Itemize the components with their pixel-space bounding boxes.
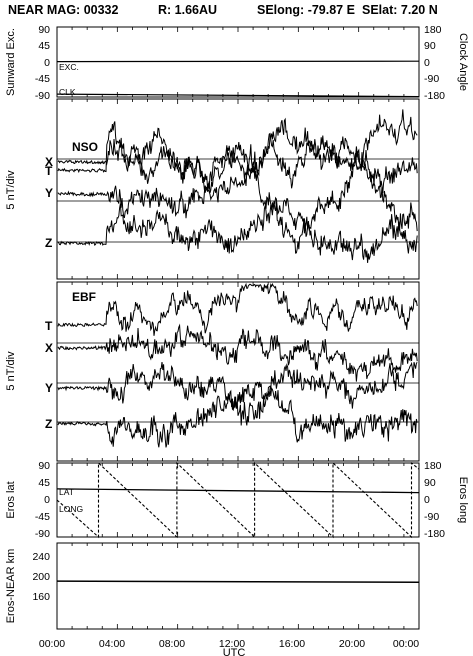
ebf-t-trace	[57, 282, 418, 336]
eros-near-range-line	[56, 580, 420, 584]
ebf-x-trace	[57, 323, 418, 382]
sunward-left-ticks: 90 45 0 -45 -90	[35, 24, 50, 102]
nso-baselines	[57, 158, 419, 243]
exc-trace-label: EXC.	[59, 62, 79, 72]
x-axis-tick-labels: 00:00 04:00 08:00 12:00 16:00 20:00 00:0…	[39, 638, 419, 650]
x-tick-label: 12:00	[219, 638, 245, 650]
sunward-right-tick: -90	[424, 73, 439, 85]
range-left-ticks: 240 200 160	[32, 551, 50, 603]
eros-right-tick: -180	[424, 528, 445, 540]
ebf-y-trace	[57, 361, 418, 412]
x-tick-label: 00:00	[393, 638, 419, 650]
sunward-right-tick: 0	[424, 57, 430, 69]
lat-trace-label: LAT	[59, 487, 74, 497]
nso-x-trace	[57, 117, 418, 193]
sunward-left-tick: -90	[35, 90, 50, 102]
eros-left-tick: -90	[35, 528, 50, 540]
x-axis-tick-marks	[56, 27, 420, 629]
nso-trace-label-z: Z	[45, 236, 52, 250]
ebf-traces	[57, 282, 418, 448]
sunward-left-label: Sunward Exc.	[5, 28, 17, 96]
x-tick-label: 00:00	[39, 638, 65, 650]
ebf-trace-label-x: X	[45, 341, 53, 355]
ebf-trace-label-y: Y	[45, 381, 53, 395]
x-tick-label: 16:00	[279, 638, 305, 650]
nso-z-trace	[57, 201, 418, 263]
ebf-z-trace	[57, 386, 418, 448]
x-axis-label: UTC	[223, 647, 246, 656]
eros-right-tick: 180	[424, 460, 442, 472]
eros-right-label: Eros long	[457, 477, 469, 523]
eros-left-tick: 45	[38, 477, 50, 489]
eros-right-tick: 90	[424, 477, 436, 489]
eros-right-tick: 0	[424, 494, 430, 506]
range-left-label: Eros-NEAR km	[5, 549, 17, 624]
header-selat: SElat: 7.20 N	[362, 3, 438, 17]
eros-right-ticks: 180 90 0 -90 -180	[424, 460, 445, 540]
ebf-ylabel: 5 nT/div	[5, 351, 17, 391]
x-tick-label: 20:00	[339, 638, 365, 650]
nso-y-trace	[57, 149, 418, 237]
long-trace-label: LONG	[59, 504, 83, 514]
sunward-right-tick: -180	[424, 90, 445, 102]
eros-left-tick: 90	[38, 460, 50, 472]
nso-traces	[57, 109, 418, 263]
ebf-baselines	[57, 342, 419, 423]
sunward-left-tick: 45	[38, 40, 50, 52]
ebf-trace-label-t: T	[45, 319, 53, 333]
range-left-tick: 160	[32, 591, 50, 603]
sunward-right-tick: 90	[424, 40, 436, 52]
eros-left-tick: -45	[35, 511, 50, 523]
ebf-trace-label-z: Z	[45, 417, 52, 431]
nso-trace-label-t: T	[45, 164, 53, 178]
clk-trace-label: CLK	[59, 87, 76, 97]
eros-panel-frame	[56, 462, 420, 538]
sunward-right-tick: 180	[424, 24, 442, 36]
nso-tag: NSO	[72, 140, 98, 154]
sunward-left-tick: 0	[44, 57, 50, 69]
header-title: NEAR MAG: 00332	[8, 3, 118, 17]
sunward-right-label: Clock Angle	[457, 33, 469, 91]
x-tick-label: 04:00	[99, 638, 125, 650]
eros-right-tick: -90	[424, 511, 439, 523]
sunward-right-ticks: 180 90 0 -90 -180	[424, 24, 445, 102]
range-panel-frame	[56, 542, 420, 630]
ebf-tag: EBF	[72, 290, 96, 304]
range-left-tick: 200	[32, 571, 50, 583]
range-left-tick: 240	[32, 551, 50, 563]
x-tick-label: 08:00	[159, 638, 185, 650]
eros-lat-line	[56, 488, 420, 494]
nso-ylabel: 5 nT/div	[5, 170, 17, 210]
nso-trace-label-y: Y	[45, 186, 53, 200]
sunward-left-tick: -45	[35, 73, 50, 85]
nso-t-trace	[57, 109, 418, 194]
eros-left-label: Eros lat	[5, 481, 17, 518]
header-selong: SElong: -79.87 E	[257, 3, 355, 17]
nso-trace-label-x: X	[45, 155, 53, 169]
eros-left-tick: 0	[44, 494, 50, 506]
sunward-left-tick: 90	[38, 24, 50, 36]
eros-left-ticks: 90 45 0 -45 -90	[35, 460, 50, 540]
eros-long-line	[56, 461, 420, 539]
header-distance: R: 1.66AU	[158, 3, 217, 17]
